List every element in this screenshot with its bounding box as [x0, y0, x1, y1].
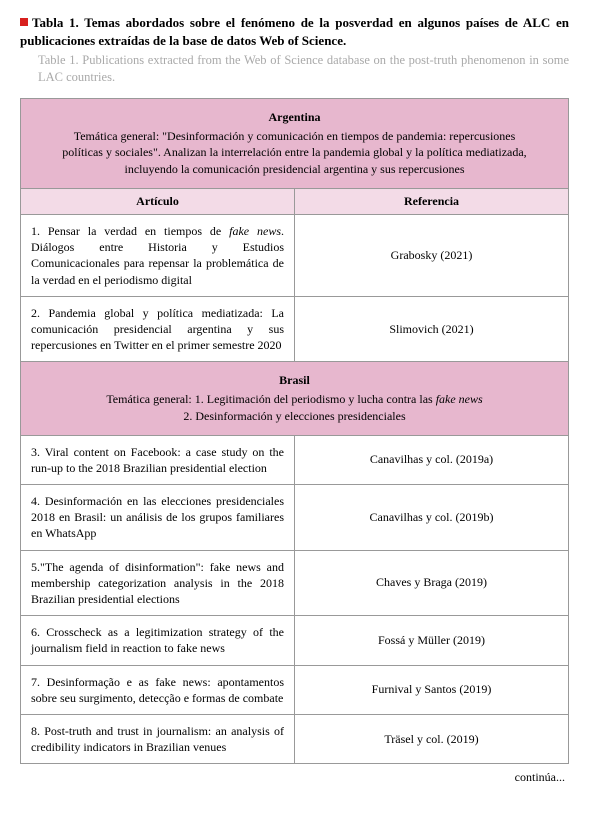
table-row: 7. Desinformação e as fake news: apontam… — [21, 665, 569, 714]
reference-cell: Canavilhas y col. (2019a) — [295, 435, 569, 484]
reference-cell: Träsel y col. (2019) — [295, 714, 569, 763]
table-caption: Tabla 1. Temas abordados sobre el fenóme… — [20, 14, 569, 86]
publications-table: Argentina Temática general: "Desinformaci… — [20, 98, 569, 765]
caption-main: Tabla 1. Temas abordados sobre el fenóme… — [20, 14, 569, 49]
reference-cell: Chaves y Braga (2019) — [295, 550, 569, 616]
country-header: Brasil Temática general: 1. Legitimación … — [21, 362, 569, 435]
table-row: 8. Post-truth and trust in journalism: a… — [21, 714, 569, 763]
country-header: Argentina Temática general: "Desinformaci… — [21, 98, 569, 188]
article-cell: 5."The agenda of disinformation": fake n… — [21, 550, 295, 616]
article-cell: 6. Crosscheck as a legitimization strate… — [21, 616, 295, 665]
continuation-note: continúa... — [20, 770, 569, 785]
caption-sub: Table 1. Publications extracted from the… — [38, 52, 569, 86]
article-cell: 8. Post-truth and trust in journalism: a… — [21, 714, 295, 763]
table-row: 2. Pandemia global y política mediatizad… — [21, 296, 569, 362]
reference-cell: Canavilhas y col. (2019b) — [295, 485, 569, 551]
country-name: Argentina — [61, 109, 528, 126]
reference-cell: Fossá y Müller (2019) — [295, 616, 569, 665]
article-cell: 2. Pandemia global y política mediatizad… — [21, 296, 295, 362]
article-cell: 3. Viral content on Facebook: a case stu… — [21, 435, 295, 484]
column-header-referencia: Referencia — [295, 189, 569, 215]
article-cell: 1. Pensar la verdad en tiempos de fake n… — [21, 215, 295, 297]
caption-main-text: Tabla 1. Temas abordados sobre el fenóme… — [20, 15, 569, 48]
table-row: 6. Crosscheck as a legitimization strate… — [21, 616, 569, 665]
country-theme: Temática general: "Desinformación y comu… — [62, 129, 526, 177]
marker-icon — [20, 18, 28, 26]
reference-cell: Furnival y Santos (2019) — [295, 665, 569, 714]
table-row: 3. Viral content on Facebook: a case stu… — [21, 435, 569, 484]
reference-cell: Grabosky (2021) — [295, 215, 569, 297]
table-row: 1. Pensar la verdad en tiempos de fake n… — [21, 215, 569, 297]
table-row: 4. Desinformación en las elecciones pres… — [21, 485, 569, 551]
country-theme: Temática general: 1. Legitimación del pe… — [106, 392, 482, 423]
article-cell: 4. Desinformación en las elecciones pres… — [21, 485, 295, 551]
column-header-articulo: Artículo — [21, 189, 295, 215]
article-cell: 7. Desinformação e as fake news: apontam… — [21, 665, 295, 714]
reference-cell: Slimovich (2021) — [295, 296, 569, 362]
country-name: Brasil — [61, 372, 528, 389]
table-row: 5."The agenda of disinformation": fake n… — [21, 550, 569, 616]
